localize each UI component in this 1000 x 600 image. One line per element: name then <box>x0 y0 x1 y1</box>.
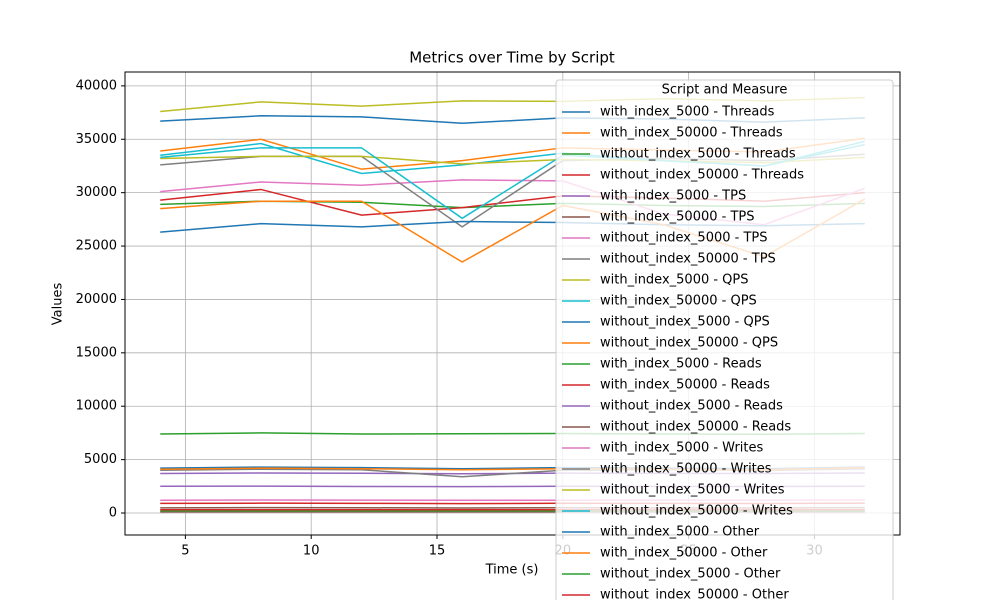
legend-label: without_index_5000 - Reads <box>600 399 783 414</box>
x-tick-label: 5 <box>181 544 189 559</box>
legend: Script and Measure with_index_5000 - Thre… <box>555 79 894 600</box>
y-tick-label: 5000 <box>84 452 117 467</box>
plot-frame <box>124 71 901 536</box>
legend-label: with_index_5000 - Reads <box>600 357 762 372</box>
legend-label: without_index_50000 - Reads <box>600 420 791 435</box>
chart-title: Metrics over Time by Script <box>409 49 615 67</box>
legend-label: with_index_5000 - Writes <box>600 441 764 456</box>
y-tick-label: 15000 <box>76 345 117 360</box>
legend-label: without_index_50000 - QPS <box>600 336 778 351</box>
y-axis-label: Values <box>51 283 66 326</box>
y-tick-label: 35000 <box>76 132 117 147</box>
legend-label: without_index_5000 - Threads <box>600 147 796 162</box>
x-tick-label: 15 <box>429 544 446 559</box>
legend-label: without_index_50000 - Other <box>600 588 789 600</box>
legend-label: with_index_50000 - QPS <box>600 294 757 309</box>
legend-label: without_index_5000 - TPS <box>600 231 768 246</box>
legend-label: with_index_50000 - Other <box>600 546 768 561</box>
legend-label: with_index_5000 - QPS <box>600 273 749 288</box>
legend-label: with_index_5000 - Other <box>600 525 760 540</box>
legend-label: without_index_5000 - Other <box>600 567 781 582</box>
legend-label: without_index_50000 - Threads <box>600 168 804 183</box>
legend-title: Script and Measure <box>662 83 788 98</box>
y-tick-label: 10000 <box>76 399 117 414</box>
legend-label: without_index_5000 - QPS <box>600 315 770 330</box>
y-tick-label: 40000 <box>76 78 117 93</box>
x-axis-label: Time (s) <box>485 563 539 578</box>
y-tick-label: 20000 <box>76 292 117 307</box>
legend-box <box>555 79 894 600</box>
legend-label: without_index_5000 - Writes <box>600 483 785 498</box>
legend-label: with_index_5000 - TPS <box>600 189 746 204</box>
x-tick-label: 10 <box>303 544 320 559</box>
legend-label: with_index_50000 - TPS <box>600 210 755 225</box>
legend-label: without_index_50000 - TPS <box>600 252 776 267</box>
legend-label: with_index_50000 - Writes <box>600 462 772 477</box>
y-tick-label: 25000 <box>76 239 117 254</box>
y-tick-label: 30000 <box>76 185 117 200</box>
y-tick-label: 0 <box>109 506 117 521</box>
legend-label: without_index_50000 - Writes <box>600 504 793 519</box>
legend-label: with_index_50000 - Threads <box>600 126 783 141</box>
legend-label: with_index_50000 - Reads <box>600 378 770 393</box>
legend-label: with_index_5000 - Threads <box>600 105 775 120</box>
